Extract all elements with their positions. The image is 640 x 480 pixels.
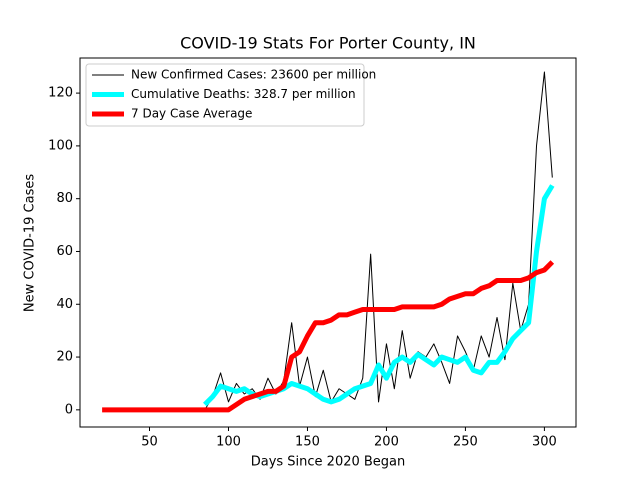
series-line	[102, 260, 555, 413]
plot-frame	[79, 57, 577, 428]
x-tick-label: 50	[141, 435, 158, 450]
x-tick-label: 100	[216, 435, 241, 450]
x-tick-label: 150	[295, 435, 320, 450]
series-line	[203, 184, 555, 407]
y-tick-label: 60	[56, 244, 73, 259]
legend-box	[85, 63, 365, 127]
x-tick-label: 300	[532, 435, 557, 450]
x-tick-label: 200	[374, 435, 399, 450]
y-axis-label: New COVID-19 Cases	[23, 174, 38, 312]
x-tick-label: 250	[453, 435, 478, 450]
x-axis-label: Days Since 2020 Began	[251, 455, 406, 470]
y-tick-label: 100	[48, 138, 73, 153]
y-tick-label: 20	[56, 350, 73, 365]
y-tick-label: 80	[56, 191, 73, 206]
y-tick-label: 40	[56, 297, 73, 312]
y-tick-label: 0	[65, 402, 73, 417]
legend-label: New Confirmed Cases: 23600 per million	[131, 68, 376, 82]
legend: New Confirmed Cases: 23600 per million Cu…	[85, 63, 376, 127]
legend-label: Cumulative Deaths: 328.7 per million	[131, 87, 356, 101]
chart-title: COVID-19 Stats For Porter County, IN	[180, 34, 476, 53]
legend-label: 7 Day Case Average	[131, 107, 252, 121]
y-tick-label: 120	[48, 86, 73, 101]
